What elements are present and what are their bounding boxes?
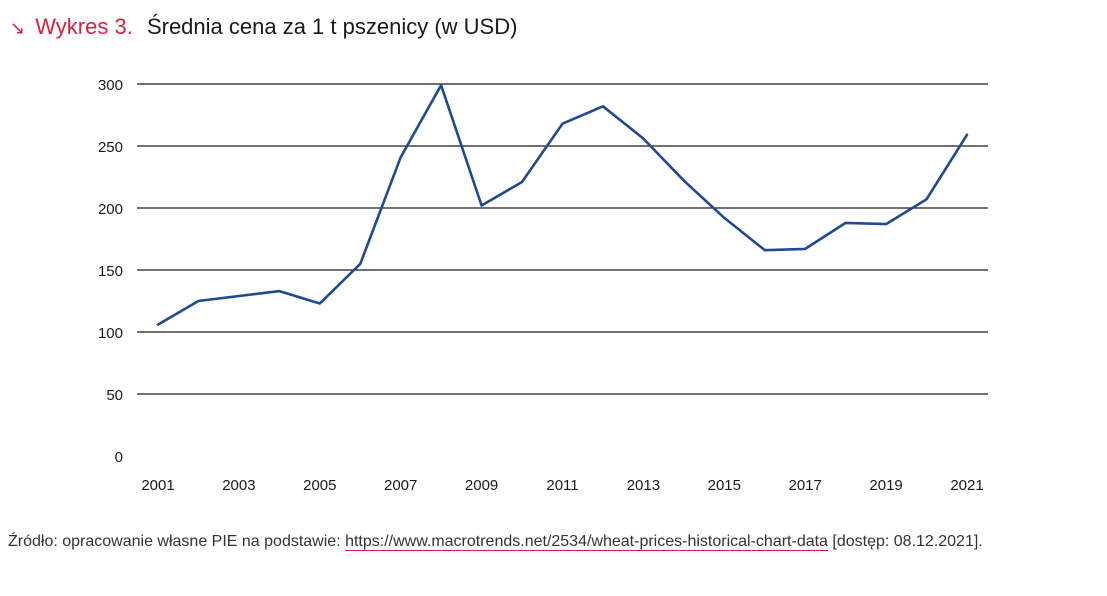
y-tick-label: 0 <box>115 449 123 466</box>
x-tick-label: 2011 <box>546 477 578 494</box>
source-link[interactable]: https://www.macrotrends.net/2534/wheat-p… <box>345 533 828 551</box>
y-tick-label: 250 <box>98 139 123 156</box>
y-tick-label: 300 <box>98 77 123 94</box>
x-tick-label: 2019 <box>869 477 902 494</box>
x-tick-label: 2007 <box>384 477 417 494</box>
x-tick-label: 2001 <box>141 477 174 494</box>
source-note: Źródło: opracowanie własne PIE na podsta… <box>8 531 1098 553</box>
chart-title: Średnia cena za 1 t pszenicy (w USD) <box>146 14 518 39</box>
x-tick-label: 2021 <box>950 477 983 494</box>
x-tick-label: 2013 <box>627 477 660 494</box>
x-tick-label: 2009 <box>465 477 498 494</box>
x-tick-label: 2017 <box>789 477 822 494</box>
y-tick-label: 200 <box>98 201 123 218</box>
chart-container: 0 50 100 150 200 250 300 2001 2003 2005 2007 2009 20… <box>98 77 988 494</box>
x-tick-label: 2003 <box>222 477 255 494</box>
y-tick-label: 50 <box>106 387 123 404</box>
x-tick-label: 2005 <box>303 477 336 494</box>
line-chart: 0 50 100 150 200 250 300 2001 2003 2005 2007 2009 20… <box>98 77 988 494</box>
series-line <box>156 83 969 326</box>
chart-header: ↘ Wykres 3. Średnia cena za 1 t pszenicy… <box>10 14 517 40</box>
source-suffix: [dostęp: 08.12.2021]. <box>827 533 983 550</box>
source-prefix: Źródło: opracowanie własne PIE na podsta… <box>8 533 346 550</box>
x-tick-label: 2015 <box>708 477 741 494</box>
arrow-icon: ↘ <box>10 18 26 38</box>
y-tick-label: 150 <box>98 263 123 280</box>
figure-label: Wykres 3. <box>35 14 133 39</box>
y-tick-label: 100 <box>98 325 123 342</box>
